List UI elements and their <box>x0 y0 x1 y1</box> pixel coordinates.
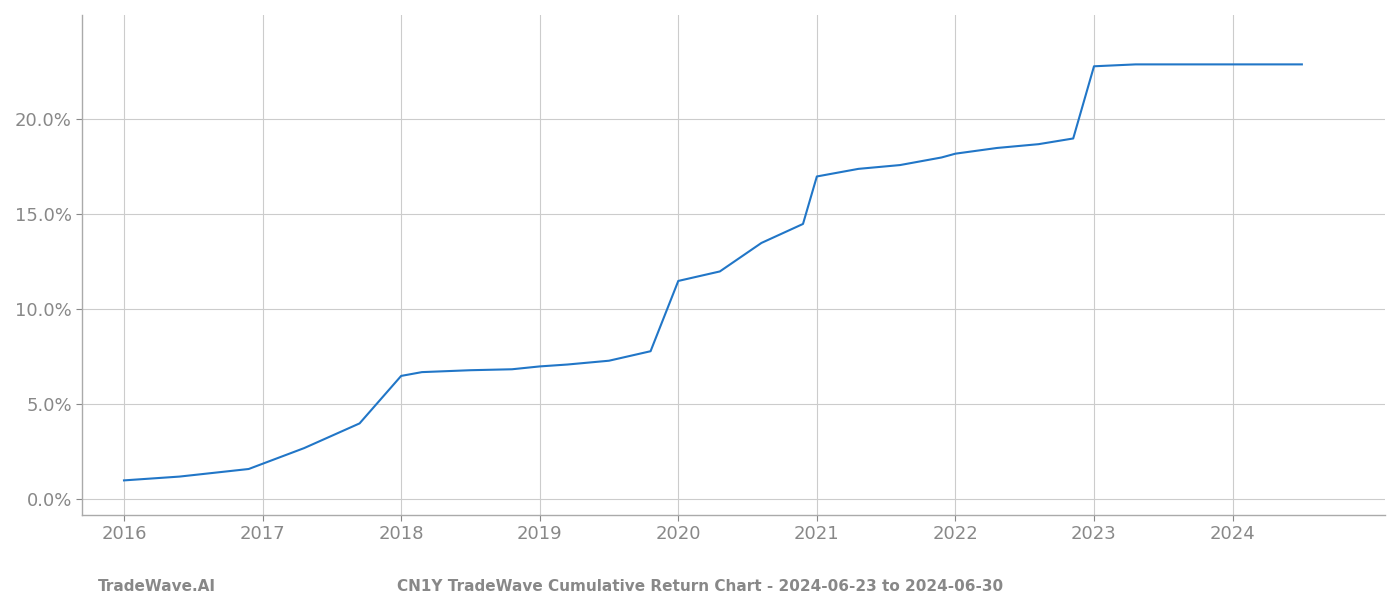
Text: CN1Y TradeWave Cumulative Return Chart - 2024-06-23 to 2024-06-30: CN1Y TradeWave Cumulative Return Chart -… <box>398 579 1002 594</box>
Text: TradeWave.AI: TradeWave.AI <box>98 579 216 594</box>
